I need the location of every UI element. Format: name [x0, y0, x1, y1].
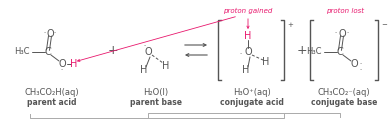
Text: H: H [242, 65, 250, 75]
Text: ··: ·· [143, 43, 147, 49]
Text: C: C [45, 47, 51, 57]
Text: ··: ·· [346, 30, 350, 35]
Text: O: O [144, 47, 152, 57]
Text: ··: ·· [359, 62, 363, 67]
Text: O: O [46, 29, 54, 39]
Text: O: O [244, 47, 252, 57]
Text: H₃C: H₃C [14, 47, 30, 57]
Text: ··: ·· [60, 67, 64, 72]
Text: CH₃CO₂H(aq): CH₃CO₂H(aq) [25, 88, 79, 97]
Text: H₂O(l): H₂O(l) [143, 88, 169, 97]
Text: H: H [262, 57, 270, 67]
Text: −: − [381, 22, 387, 28]
Text: H: H [244, 31, 252, 41]
Text: H: H [140, 65, 148, 75]
Text: ··: ·· [53, 30, 57, 35]
Text: conjugate base: conjugate base [311, 98, 377, 107]
Text: H: H [70, 59, 78, 69]
Text: +: + [287, 22, 293, 28]
Text: O: O [338, 29, 346, 39]
Text: ··: ·· [239, 51, 243, 57]
Text: proton lost: proton lost [326, 8, 364, 14]
Text: ··: ·· [359, 67, 363, 72]
Text: proton gained: proton gained [223, 8, 273, 14]
Text: conjugate acid: conjugate acid [220, 98, 284, 107]
Text: H₃O⁺(aq): H₃O⁺(aq) [233, 88, 271, 97]
Text: +: + [108, 43, 118, 57]
Text: +: + [297, 43, 307, 57]
Text: H: H [162, 61, 170, 71]
Text: parent base: parent base [130, 98, 182, 107]
Text: parent acid: parent acid [27, 98, 77, 107]
Text: ··: ·· [334, 30, 338, 35]
Text: O: O [58, 59, 66, 69]
Text: O: O [350, 59, 358, 69]
Text: C: C [337, 47, 343, 57]
Text: H₃C: H₃C [307, 47, 322, 57]
Text: ··: ·· [43, 30, 47, 35]
Text: CH₃CO₂⁻(aq): CH₃CO₂⁻(aq) [318, 88, 370, 97]
